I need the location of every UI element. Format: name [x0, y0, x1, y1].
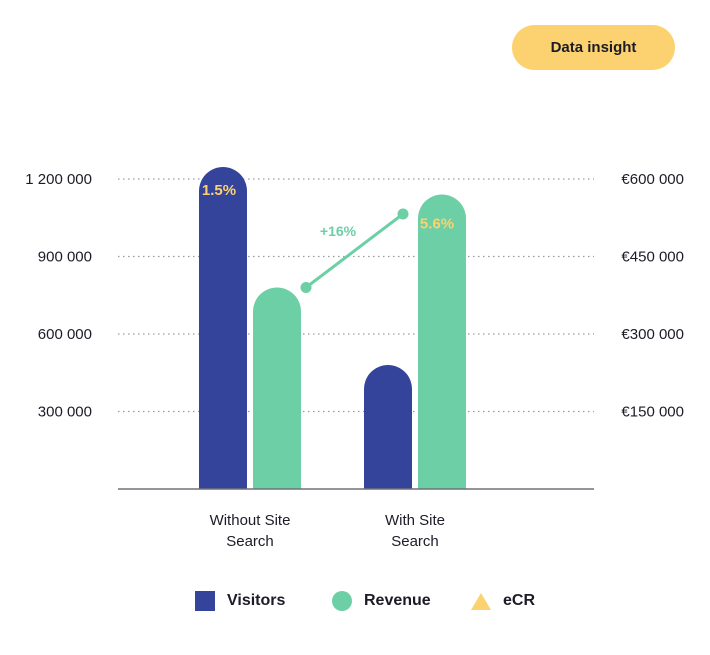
ecr-data-label: 5.6%: [420, 216, 454, 233]
change-line: [305, 212, 404, 289]
legend-swatch-visitors: [195, 591, 215, 611]
x-tick-label: Without Site: [210, 512, 291, 529]
y-left-tick-label: 300 000: [38, 404, 92, 421]
revenue-bar: [418, 194, 466, 489]
visitors-bar: [364, 365, 412, 489]
change-label: +16%: [320, 223, 357, 239]
x-tick-label: With Site: [385, 512, 445, 529]
y-right-tick-label: €450 000: [621, 249, 684, 266]
x-tick-label: Search: [226, 533, 274, 550]
bar-chart: 300 000 600 000 900 000 1 200 000 €150 000 €3…: [25, 167, 684, 550]
ecr-data-label: 1.5%: [202, 182, 236, 199]
y-right-tick-label: €300 000: [621, 326, 684, 343]
legend-swatch-ecr: [471, 592, 491, 610]
y-right-tick-label: €150 000: [621, 404, 684, 421]
legend-item-ecr: eCR: [471, 588, 535, 614]
y-left-tick-label: 600 000: [38, 326, 92, 343]
data-insight-badge[interactable]: Data insight: [512, 25, 675, 70]
x-tick-label: Search: [391, 533, 439, 550]
y-left-tick-label: 900 000: [38, 249, 92, 266]
change-point: [397, 208, 409, 220]
legend-item-visitors: Visitors: [195, 588, 285, 614]
change-point: [300, 282, 312, 293]
legend-label-ecr: eCR: [503, 592, 536, 609]
legend: Visitors Revenue eCR: [0, 588, 710, 614]
legend-item-revenue: Revenue: [332, 588, 431, 614]
legend-label-revenue: Revenue: [364, 592, 431, 609]
y-left-tick-label: 1 200 000: [25, 171, 92, 188]
visitors-bar: [199, 167, 247, 489]
y-right-tick-label: €600 000: [621, 171, 684, 188]
revenue-bar: [253, 287, 301, 489]
legend-swatch-revenue: [332, 591, 352, 611]
legend-label-visitors: Visitors: [227, 592, 286, 609]
